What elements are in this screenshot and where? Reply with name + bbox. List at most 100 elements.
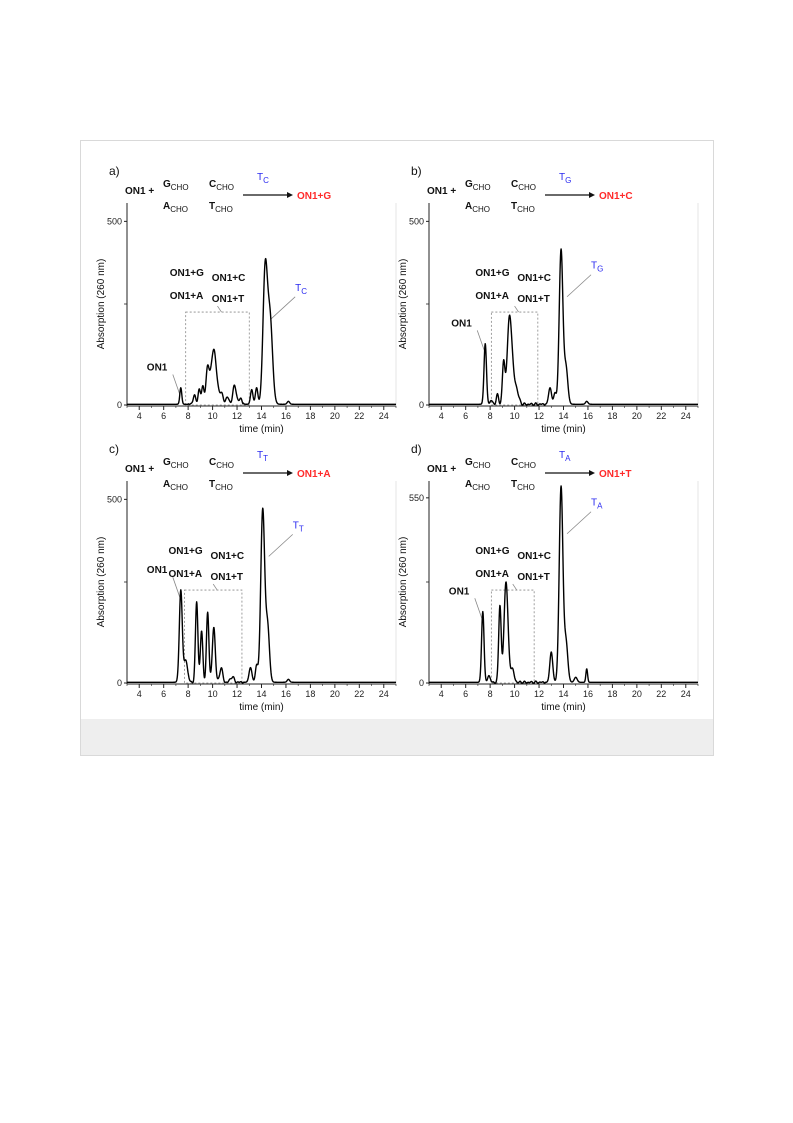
x-tick-label: 24 — [379, 411, 389, 421]
dashed-region-box — [184, 589, 243, 684]
reaction-arrow-head — [589, 192, 595, 198]
x-axis-label: time (min) — [541, 424, 585, 435]
annotation-on1-g: ON1+G — [170, 268, 204, 279]
chromatogram-panel-d: d) 4 6 8 10 12 14 16 18 20 22 24 0 550 time (min) Absor… — [393, 427, 710, 717]
x-axis-label: time (min) — [541, 702, 585, 713]
annotation-leader — [212, 583, 218, 591]
y-tick-label: 0 — [117, 678, 122, 688]
reagent-c: CCHO — [511, 457, 536, 470]
annotation-on1: ON1 — [451, 318, 472, 329]
x-tick-label: 6 — [463, 689, 468, 699]
annotation-on1-t: ON1+T — [517, 294, 550, 305]
panel-label: c) — [109, 442, 119, 456]
peak-annotations: ON1+G ON1+C ON1+A ON1+T ON1 TT — [147, 520, 304, 598]
x-tick-label: 14 — [256, 411, 266, 421]
reaction-product: ON1+G — [297, 191, 331, 202]
reagent-c: CCHO — [209, 457, 234, 470]
x-tick-label: 14 — [558, 689, 568, 699]
reaction-template: TG — [559, 172, 571, 185]
reaction-product: ON1+A — [297, 469, 331, 480]
annotation-on1-t: ON1+T — [210, 572, 243, 583]
x-tick-label: 8 — [186, 689, 191, 699]
x-tick-label: 20 — [632, 411, 642, 421]
annotation-on1: ON1 — [147, 565, 168, 576]
chromatogram-svg: a) 4 6 8 10 12 14 16 18 20 22 24 0 500 time (min) Absor… — [96, 164, 397, 435]
x-tick-label: 22 — [354, 411, 364, 421]
annotation-on1-g: ON1+G — [475, 546, 509, 557]
annotation-on1-t: ON1+T — [212, 294, 245, 305]
panel-label: b) — [411, 164, 422, 178]
chromatogram-panel-a: a) 4 6 8 10 12 14 16 18 20 22 24 0 500 time (min) Absor… — [91, 149, 408, 439]
y-axis-label: Absorption (260 nm) — [398, 259, 409, 350]
x-tick-label: 24 — [681, 411, 691, 421]
x-tick-label: 8 — [488, 689, 493, 699]
reagent-g: GCHO — [465, 457, 491, 470]
x-tick-label: 4 — [137, 689, 142, 699]
chromatogram-svg: c) 4 6 8 10 12 14 16 18 20 22 24 0 500 time (min) Absor… — [96, 442, 397, 713]
reagent-a: ACHO — [163, 201, 188, 214]
peak-annotations: ON1+G ON1+C ON1+A ON1+T ON1 TA — [449, 498, 603, 619]
x-tick-label: 18 — [305, 689, 315, 699]
reagent-t: TCHO — [511, 479, 535, 492]
x-tick-label: 18 — [607, 411, 617, 421]
annotation-on1-c: ON1+C — [517, 551, 551, 562]
x-tick-label: 10 — [510, 689, 520, 699]
annotation-on1-g: ON1+G — [168, 546, 202, 557]
x-tick-label: 20 — [632, 689, 642, 699]
annotation-template: TG — [591, 261, 603, 274]
y-tick-label: 0 — [117, 400, 122, 410]
annotation-on1-a: ON1+A — [475, 569, 509, 580]
reaction-template: TC — [257, 172, 269, 185]
x-tick-label: 16 — [583, 689, 593, 699]
annotation-on1-a: ON1+A — [170, 291, 204, 302]
figure-frame: a) 4 6 8 10 12 14 16 18 20 22 24 0 500 time (min) Absor… — [80, 140, 714, 756]
panel-label: a) — [109, 164, 120, 178]
chromatogram-svg: d) 4 6 8 10 12 14 16 18 20 22 24 0 550 time (min) Absor… — [398, 442, 699, 713]
annotation-on1: ON1 — [147, 362, 168, 373]
y-tick-label: 500 — [409, 216, 424, 226]
annotation-on1-c: ON1+C — [517, 273, 551, 284]
reagent-a: ACHO — [163, 479, 188, 492]
x-tick-label: 10 — [208, 411, 218, 421]
on1-leader — [172, 374, 181, 395]
y-tick-label: 500 — [107, 216, 122, 226]
reagent-c: CCHO — [511, 179, 536, 192]
reaction-scheme: ON1 + GCHO CCHO ACHO TCHO TC ON1+G — [125, 172, 331, 214]
dashed-region-box — [490, 589, 535, 684]
on1-leader — [474, 598, 483, 619]
on1-leader — [476, 330, 485, 351]
reagent-c: CCHO — [209, 179, 234, 192]
x-tick-label: 6 — [161, 689, 166, 699]
panel-label: d) — [411, 442, 422, 456]
template-leader — [270, 296, 296, 320]
x-axis-label: time (min) — [239, 702, 283, 713]
annotation-template: TC — [295, 283, 307, 296]
reagent-t: TCHO — [511, 201, 535, 214]
x-tick-label: 4 — [439, 411, 444, 421]
y-tick-label: 500 — [107, 494, 122, 504]
y-axis-label: Absorption (260 nm) — [398, 537, 409, 628]
reagent-g: GCHO — [163, 457, 189, 470]
reaction-scheme: ON1 + GCHO CCHO ACHO TCHO TT ON1+A — [125, 450, 331, 492]
reagent-a: ACHO — [465, 479, 490, 492]
chromatogram-svg: b) 4 6 8 10 12 14 16 18 20 22 24 0 500 time (min) Absor… — [398, 164, 699, 435]
reagent-a: ACHO — [465, 201, 490, 214]
reagent-g: GCHO — [465, 179, 491, 192]
reagent-t: TCHO — [209, 479, 233, 492]
x-tick-label: 16 — [281, 689, 291, 699]
reaction-reactant: ON1 + — [125, 464, 154, 475]
x-tick-label: 6 — [463, 411, 468, 421]
annotation-leader — [217, 305, 222, 313]
x-tick-label: 22 — [656, 411, 666, 421]
chromatogram-trace — [428, 248, 699, 406]
annotation-on1-t: ON1+T — [517, 572, 550, 583]
reaction-arrow-head — [287, 470, 293, 476]
reaction-scheme: ON1 + GCHO CCHO ACHO TCHO TG ON1+C — [427, 172, 633, 214]
y-axis-label: Absorption (260 nm) — [96, 259, 107, 350]
reagent-g: GCHO — [163, 179, 189, 192]
x-tick-label: 14 — [256, 689, 266, 699]
x-tick-label: 6 — [161, 411, 166, 421]
reaction-template: TT — [257, 450, 268, 463]
x-tick-label: 18 — [305, 411, 315, 421]
annotation-on1: ON1 — [449, 586, 470, 597]
